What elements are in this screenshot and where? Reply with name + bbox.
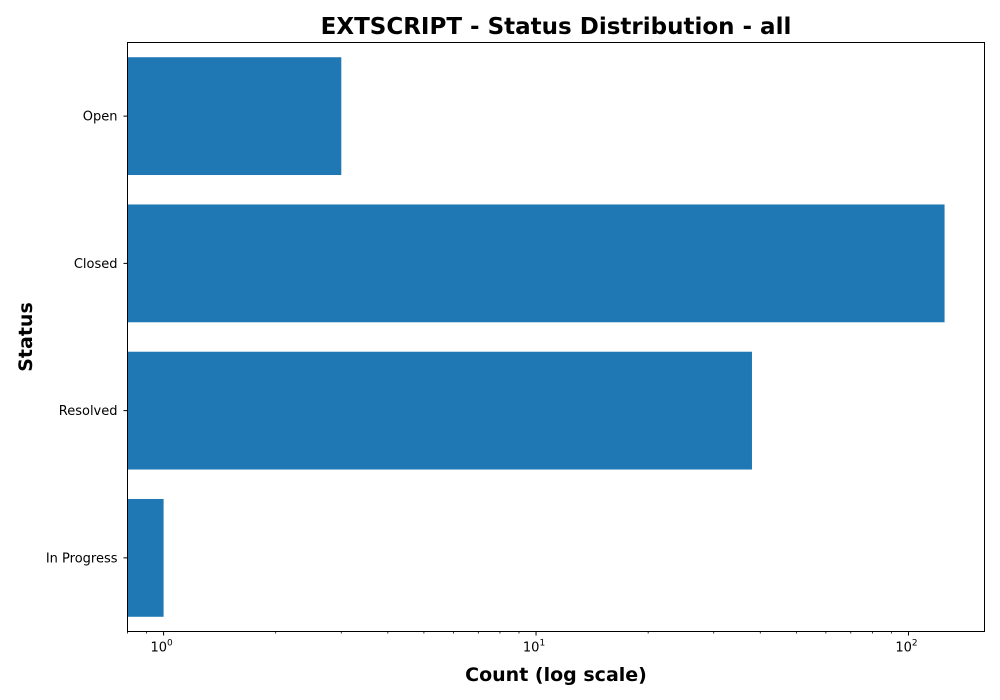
y-axis-label: Status — [15, 302, 37, 372]
x-tick-base: 10 — [523, 641, 540, 656]
x-tick-exponent: 2 — [912, 639, 918, 649]
x-axis-label: Count (log scale) — [465, 664, 647, 686]
y-ticks: Open Closed Resolved In Progress — [46, 110, 128, 566]
x-tick-exponent: 0 — [167, 639, 173, 649]
x-tick-label: 102 — [895, 639, 917, 656]
y-tick-label: Resolved — [59, 404, 118, 419]
bar-in-progress — [127, 498, 164, 617]
bars — [127, 57, 945, 617]
y-tick-label: In Progress — [46, 551, 118, 566]
x-tick-label: 100 — [150, 639, 173, 656]
x-tick-label: 101 — [523, 639, 545, 656]
chart-title: EXTSCRIPT - Status Distribution - all — [321, 14, 792, 40]
bar-resolved — [127, 351, 752, 470]
x-tick-base: 10 — [150, 641, 167, 656]
x-tick-base: 10 — [895, 641, 912, 656]
bar-closed — [127, 204, 945, 323]
y-tick-label: Closed — [74, 257, 118, 272]
plot-frame — [127, 42, 985, 632]
y-tick-label: Open — [83, 110, 118, 125]
bar-open — [127, 57, 342, 176]
x-tick-exponent: 1 — [539, 639, 545, 649]
x-ticks: 100 101 102 — [127, 631, 918, 656]
